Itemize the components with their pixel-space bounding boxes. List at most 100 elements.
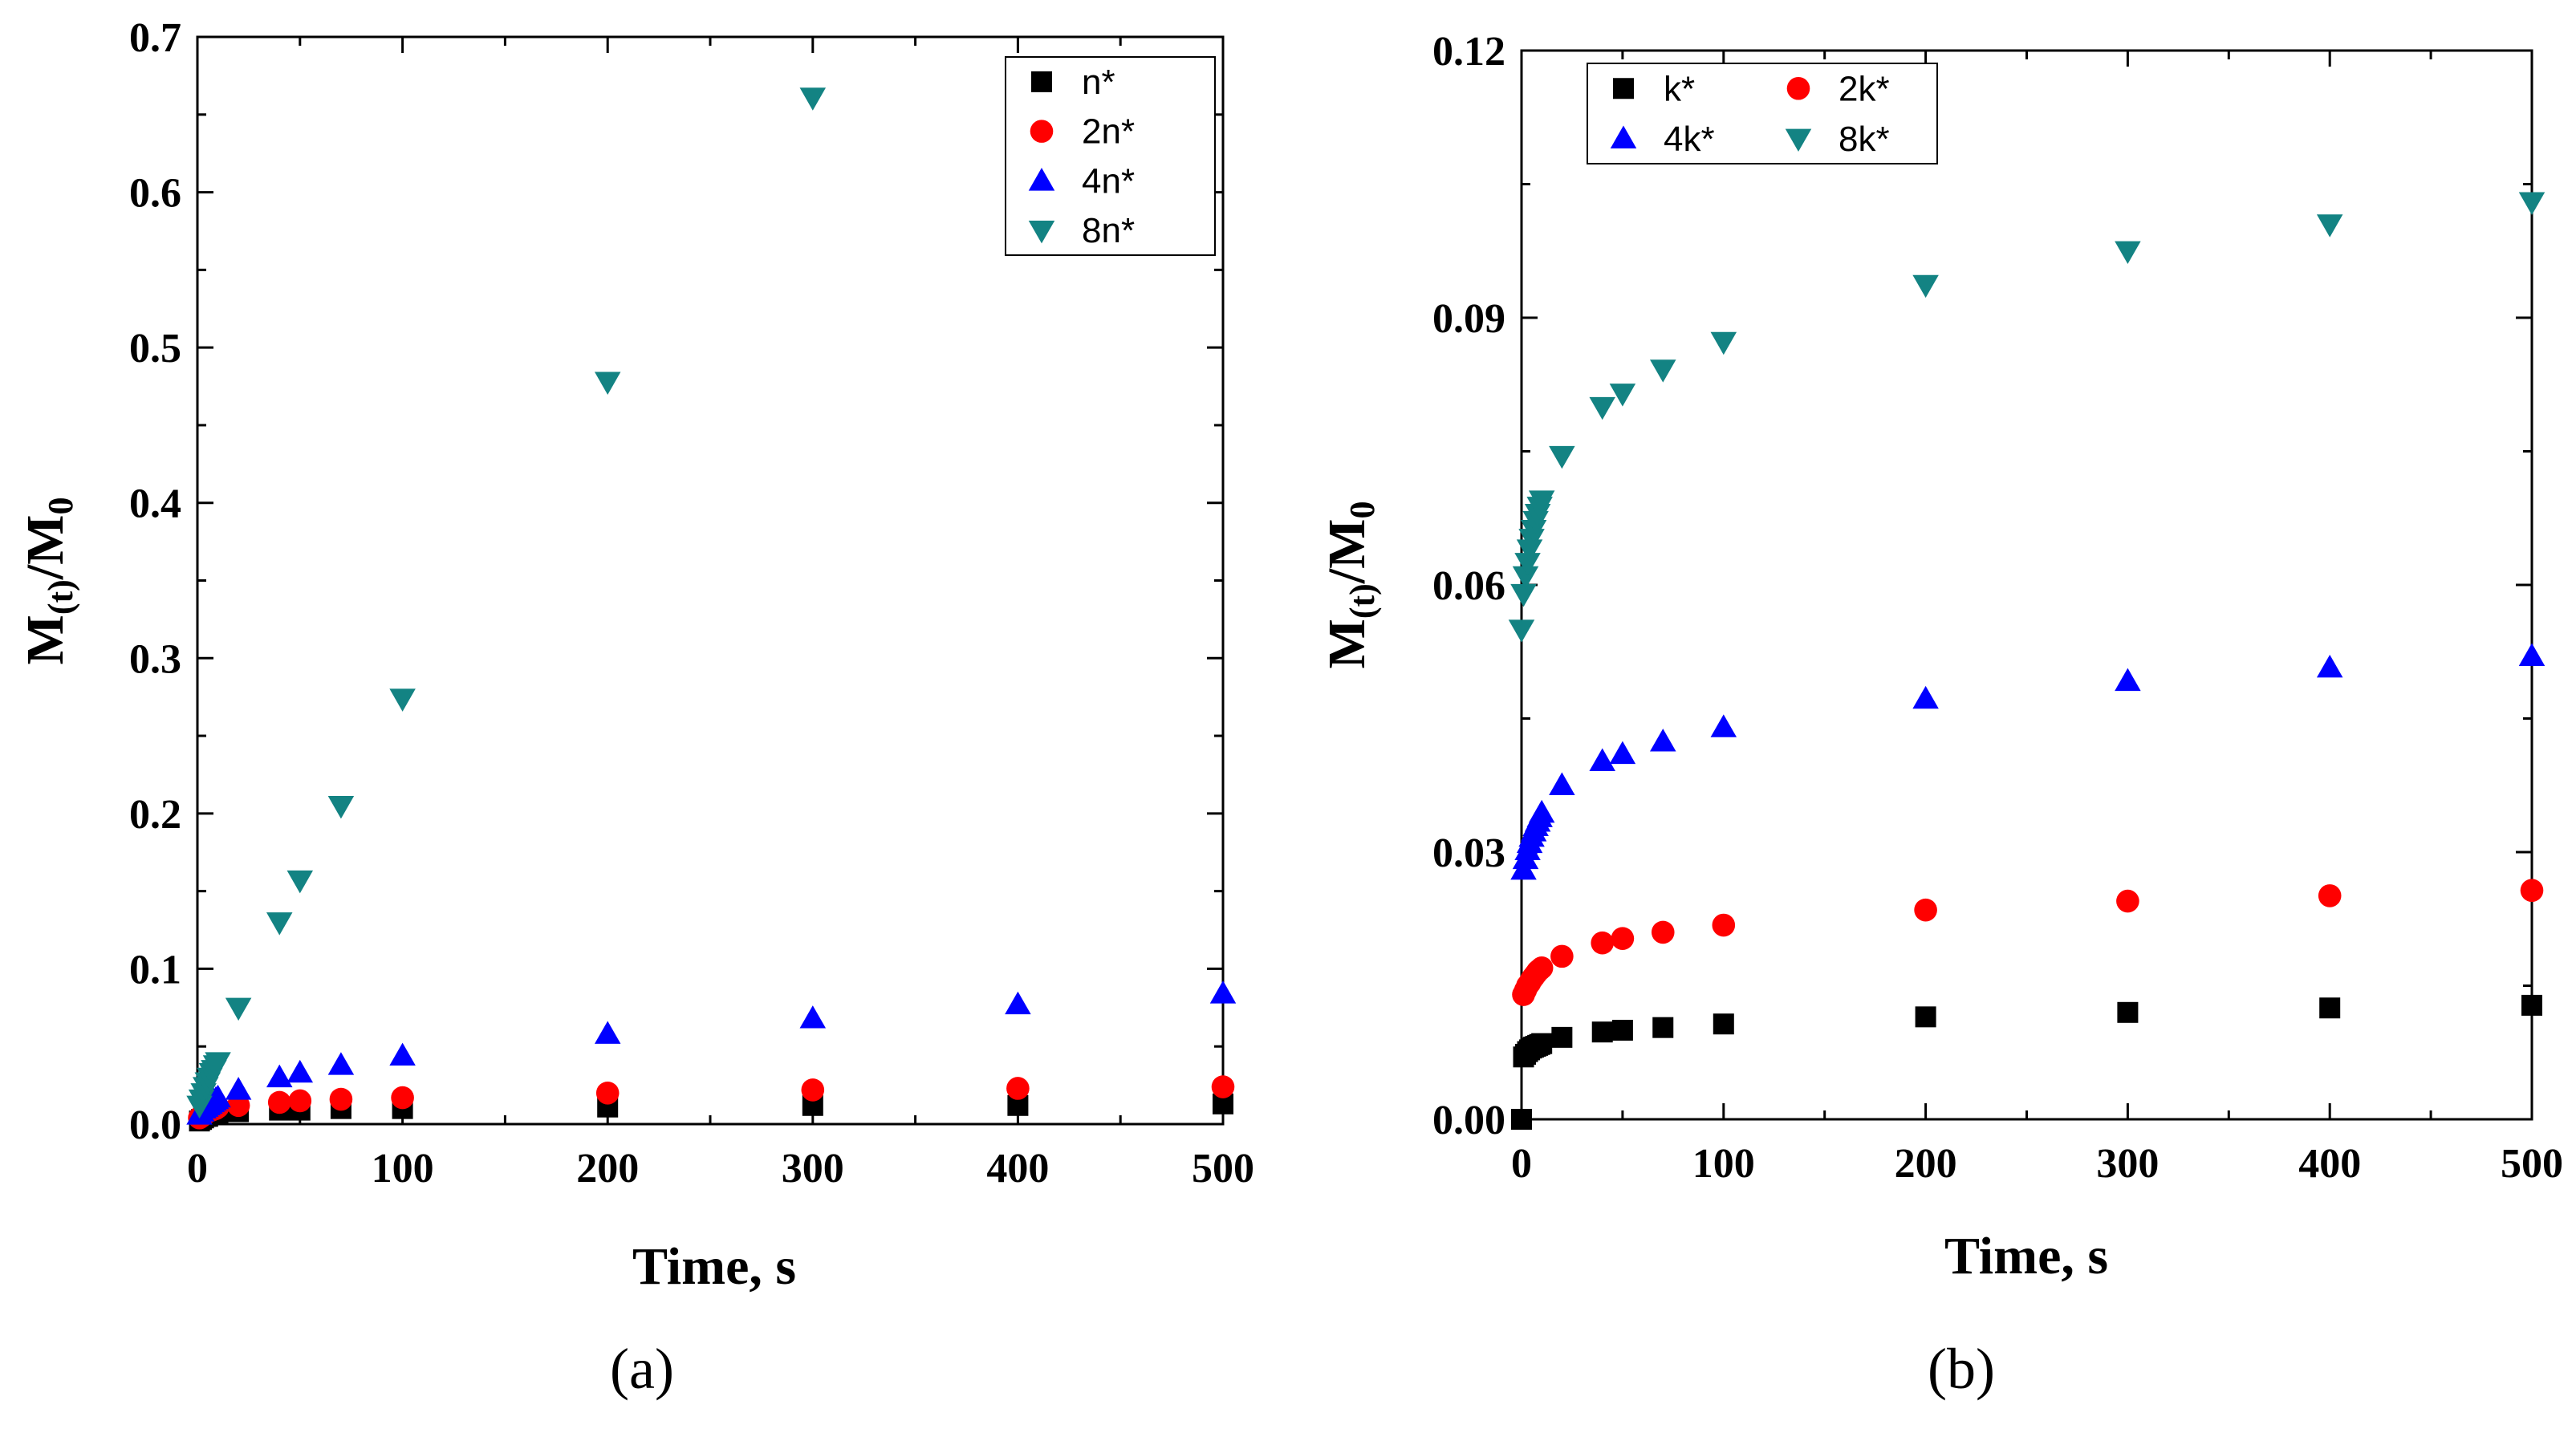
panel-b-x-axis-title: Time, s <box>1944 1227 2108 1285</box>
panel-b-point <box>1528 490 1555 514</box>
panel-a-legend-marker <box>1031 71 1052 92</box>
panel-b-point <box>1611 1020 1633 1041</box>
panel-a-point <box>327 1052 355 1075</box>
panel-b-point <box>1914 898 1937 922</box>
panel-a-legend-label: 4n* <box>1082 161 1135 201</box>
panel-b-series-kstar <box>1511 994 2542 1130</box>
panel-b-caption: (b) <box>1928 1337 1995 1401</box>
panel-b-point <box>1712 913 1736 937</box>
panel-b-series-8kstar <box>1508 192 2546 643</box>
panel-a-legend-marker <box>1028 220 1055 244</box>
panel-a-point <box>595 1081 620 1105</box>
panel-b-point <box>1589 748 1615 771</box>
panel-b-point <box>2316 214 2343 237</box>
panel-a-point <box>1211 1075 1235 1098</box>
panel-b-point <box>1514 553 1541 576</box>
panel-b-point <box>1550 944 1574 968</box>
panel-b-point <box>2518 643 2546 666</box>
panel-a-point <box>594 371 621 395</box>
panel-b-point <box>1912 274 1939 298</box>
panel-a-chart: 0 100 200 300 400 500 0.0 0.1 0.2 0.3 0.4 0.5 0.6 0.7… <box>16 15 1254 1296</box>
panel-b-point <box>2316 654 2343 678</box>
panel-b-x-tick-label: 100 <box>1692 1141 1755 1187</box>
panel-b-plot-frame <box>1520 49 2533 1121</box>
panel-b-y-axis-title-sub1: (t) <box>1343 583 1382 619</box>
panel-a-point <box>1006 1077 1030 1100</box>
panel-a-point <box>799 87 827 111</box>
panel-a-point <box>288 1089 312 1113</box>
panel-a-point <box>389 688 416 712</box>
panel-a-y-tick-label: 0.0 <box>129 1102 181 1148</box>
panel-b-point <box>1511 1109 1532 1130</box>
panel-b-y-tick-label: 0.12 <box>1432 29 1505 75</box>
panel-b-chart: 0 100 200 300 400 500 0.00 0.03 0.06 0.09 0.12 Time… <box>1318 29 2563 1285</box>
panel-a-point <box>225 997 252 1021</box>
panel-a-point <box>266 1064 293 1088</box>
panel-b-series-2kstar <box>1512 879 2544 1006</box>
panel-b-point <box>1591 1021 1613 1043</box>
panel-b-y-axis-title-mid: /M <box>1318 519 1376 585</box>
panel-b-point <box>1531 1033 1553 1054</box>
panel-b-point <box>2115 668 2141 692</box>
panel-b-legend-marker <box>1610 125 1637 148</box>
panel-b-point <box>1710 714 1737 737</box>
panel-a-caption: (a) <box>610 1337 674 1401</box>
panel-a-point <box>1005 991 1031 1015</box>
panel-b-x-tick-label: 500 <box>2501 1141 2563 1187</box>
panel-a-point <box>799 1005 827 1029</box>
panel-b-point <box>1516 539 1543 562</box>
panel-b-y-tick-label: 0.09 <box>1432 296 1505 342</box>
panel-b-legend-marker <box>1786 76 1810 100</box>
panel-a-y-tick-label: 0.5 <box>129 326 181 371</box>
panel-b-point <box>2518 192 2546 215</box>
panel-a-point <box>327 795 355 819</box>
panel-a-y-axis-title-mid: /M <box>16 515 75 581</box>
panel-a-point <box>267 1090 291 1114</box>
panel-a-point <box>226 1094 250 1118</box>
panel-a-y-tick-label: 0.6 <box>129 171 181 217</box>
panel-a-point <box>225 1077 252 1100</box>
panel-a-point <box>801 1078 825 1102</box>
panel-b-x-tick-label: 400 <box>2298 1141 2361 1187</box>
panel-b-point <box>1589 396 1615 420</box>
panel-b-x-tick-label: 0 <box>1511 1141 1532 1187</box>
panel-a-point <box>205 1052 231 1075</box>
panel-a-point <box>286 870 314 894</box>
panel-b-legend-marker <box>1785 128 1812 152</box>
panel-b-point <box>2319 997 2341 1019</box>
panel-a-x-tick-label: 400 <box>986 1146 1049 1192</box>
panel-b-point <box>2116 889 2139 913</box>
panel-a-point <box>266 912 293 936</box>
panel-a-legend-label: 2n* <box>1082 112 1135 152</box>
panel-a-x-axis-title: Time, s <box>632 1237 796 1296</box>
panel-b-point <box>1508 619 1535 643</box>
panel-b-legend-label: 4k* <box>1664 120 1715 159</box>
panel-b-y-tick-label: 0.03 <box>1432 830 1505 876</box>
panel-a-y-axis-title: M(t)/M0 <box>16 497 80 665</box>
panel-b-point <box>2520 879 2544 903</box>
panel-b-point <box>1528 799 1555 823</box>
panel-a-point <box>391 1086 414 1110</box>
panel-b-point <box>1912 685 1939 709</box>
panel-b-point <box>1591 931 1615 955</box>
panel-a-y-tick-label: 0.3 <box>129 636 181 682</box>
panel-a-legend-marker <box>1028 168 1055 191</box>
panel-a-legend-label: 8n* <box>1082 211 1135 250</box>
panel-b-y-axis-title: M(t)/M0 <box>1318 501 1382 669</box>
panel-a-legend: n* 2n* 4n* 8n* <box>1005 56 1216 256</box>
panel-b-point <box>1510 583 1537 607</box>
panel-b-legend: k* 2k* 4k* 8k* <box>1587 63 1938 164</box>
panel-a-y-axis-title-main: M <box>16 615 75 664</box>
panel-b-x-tick-label: 300 <box>2096 1141 2159 1187</box>
panel-b-point <box>2521 994 2542 1016</box>
panel-b-point <box>1650 359 1676 383</box>
panel-a-x-tick-label: 300 <box>782 1146 844 1192</box>
panel-b-legend-label: 8k* <box>1839 120 1890 159</box>
panel-b-series-4kstar <box>1510 643 2546 880</box>
panel-b-y-axis-title-sub2: 0 <box>1343 501 1382 519</box>
panel-a-point <box>1209 980 1237 1004</box>
panel-a-y-tick-label: 0.4 <box>129 481 181 527</box>
panel-b-point <box>1650 729 1676 752</box>
panel-b-point <box>1609 384 1636 407</box>
